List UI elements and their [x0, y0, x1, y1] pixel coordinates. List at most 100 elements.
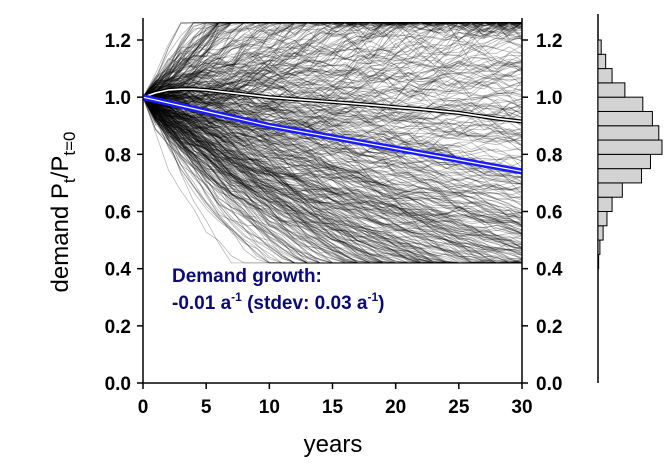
ensemble-run [142, 22, 522, 98]
ensemble-run [142, 97, 522, 264]
ensemble-run [142, 22, 523, 98]
annotation-line2: -0.01 a-1 (stdev: 0.03 a-1) [172, 290, 385, 314]
ensemble-run [142, 22, 522, 98]
ensemble-run [142, 96, 522, 264]
ensemble-run [142, 22, 523, 98]
histogram-bar [597, 125, 660, 141]
ensemble-run [142, 96, 523, 133]
ensemble-run [142, 96, 523, 235]
ensemble-run [142, 96, 523, 260]
ensemble-run [142, 93, 523, 227]
ensemble-run [142, 22, 522, 98]
ensemble-run [142, 96, 522, 264]
ensemble-run [142, 96, 523, 264]
ensemble-run [142, 96, 523, 241]
ensemble-run [142, 89, 523, 147]
ensemble-run [142, 22, 522, 98]
y-axis-title-sub2: t=0 [60, 132, 79, 156]
ensemble-run [142, 92, 523, 138]
ensemble-run [142, 96, 522, 264]
ensemble-run [142, 22, 522, 98]
ensemble-run [142, 96, 523, 264]
ensemble-run [142, 54, 523, 108]
ensemble-run [142, 97, 522, 264]
ensemble-run [142, 96, 522, 264]
ensemble-run [142, 96, 523, 173]
ensemble-run [142, 96, 523, 246]
ensemble-run [142, 22, 523, 98]
ensemble-run [142, 61, 523, 114]
ensemble-run [142, 96, 522, 264]
ensemble-run [142, 97, 522, 264]
ensemble-run [142, 91, 523, 190]
ensemble-run [142, 96, 523, 238]
ensemble-run [142, 76, 523, 102]
ensemble-run [142, 94, 523, 234]
ensemble-run [142, 22, 523, 98]
ensemble-run [142, 67, 523, 118]
ensemble-run [142, 97, 522, 264]
ensemble-run [142, 96, 523, 235]
ensemble-run [142, 22, 522, 98]
ensemble-run [142, 96, 522, 264]
ensemble-run [142, 69, 523, 101]
ensemble-run [142, 22, 523, 102]
ensemble-run [142, 86, 523, 147]
ensemble-run [142, 96, 523, 199]
ensemble-run [142, 96, 522, 264]
ensemble-run [142, 97, 522, 264]
ensemble-run [142, 96, 523, 186]
ensemble-run [142, 72, 523, 109]
ensemble-run [142, 96, 522, 264]
ensemble-run [142, 96, 522, 264]
ensemble-run [142, 74, 523, 120]
ensemble-run [142, 96, 523, 217]
ensemble-run [142, 96, 523, 244]
ensemble-run [142, 87, 523, 254]
ensemble-run [142, 96, 523, 264]
ensemble-run [142, 91, 522, 264]
ensemble-run [142, 96, 522, 264]
ensemble-run [142, 91, 523, 147]
ensemble-run [142, 96, 522, 264]
histogram-bar [597, 225, 604, 241]
ensemble-run [142, 22, 522, 98]
ensemble-run [142, 96, 523, 169]
ensemble-run [142, 96, 522, 264]
ensemble-run [142, 96, 522, 264]
ensemble-run [142, 96, 522, 264]
ensemble-run [142, 79, 523, 131]
ensemble-run [142, 22, 522, 99]
ensemble-run [142, 96, 523, 256]
ensemble-run [142, 96, 523, 212]
ensemble-run [142, 97, 522, 264]
ensemble-run [142, 22, 522, 100]
ensemble-run [142, 96, 522, 264]
ensemble-run [142, 22, 523, 98]
ensemble-run [142, 96, 523, 203]
ensemble-run [142, 96, 522, 264]
ensemble-run [142, 97, 522, 264]
mean-line [142, 88, 523, 123]
ensemble-run [142, 22, 522, 98]
ensemble-run [142, 22, 523, 98]
ensemble-run [142, 96, 523, 234]
ensemble-run [142, 22, 522, 98]
ensemble-run [142, 22, 522, 98]
annotation-sup1: -1 [231, 290, 242, 304]
ensemble-run [142, 52, 523, 101]
ensemble-run [142, 96, 523, 224]
ensemble-run [142, 22, 523, 101]
ensemble-run [142, 94, 523, 223]
ensemble-run [142, 90, 523, 207]
ensemble-run [142, 22, 522, 98]
ensemble-run [142, 96, 522, 264]
ensemble-run [142, 96, 522, 264]
ensemble-run [142, 52, 523, 98]
y-tick-label-right: 1.0 [536, 88, 562, 109]
ensemble-run [142, 96, 523, 254]
ensemble-run [142, 96, 522, 264]
ensemble-run [142, 22, 522, 98]
ensemble-run [142, 70, 523, 136]
ensemble-run [142, 22, 523, 100]
